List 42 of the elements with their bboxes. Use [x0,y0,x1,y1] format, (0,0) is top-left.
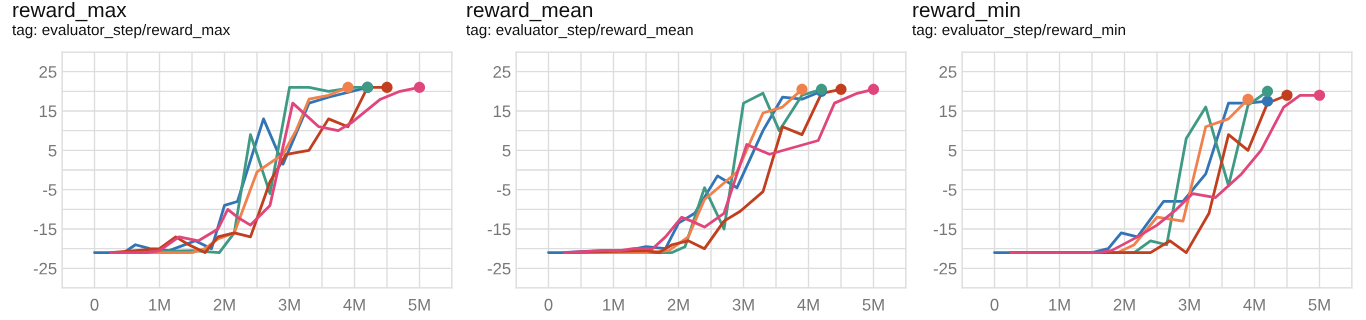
y-tick-label: -25 [487,262,511,275]
x-tick-label: 0 [990,298,999,311]
x-tick-label: 0 [544,298,553,311]
y-tick-label: -15 [33,223,57,236]
x-tick-label: 4M [343,299,365,311]
y-tick-label: -5 [943,184,957,196]
y-tick-label: 25 [39,66,57,78]
y-tick-label: 25 [939,66,957,78]
x-tick-label: 5M [408,299,430,311]
x-tick-label: 2M [1113,298,1135,311]
x-tick-label: 5M [1308,299,1330,311]
y-tick-label: -15 [933,223,957,236]
chart-title: reward_min [913,2,1020,22]
x-tick-label: 5M [862,299,884,311]
x-tick-label: 0 [90,298,99,311]
y-tick-label: 25 [493,66,511,78]
y-tick-label: -5 [497,184,511,196]
y-tick-label: -25 [933,262,957,275]
x-tick-label: 3M [278,298,300,311]
y-tick-label: 15 [939,105,957,118]
chart-title: reward_max [13,2,127,22]
x-tick-label: 1M [149,299,170,311]
chart-subtitle: tag: evaluator_step/reward_max [12,24,231,39]
x-tick-label: 4M [797,299,819,311]
y-tick-label: 5 [48,144,57,157]
x-tick-label: 1M [603,299,624,311]
y-tick-label: -25 [33,262,57,275]
chart-subtitle: tag: evaluator_step/reward_mean [466,24,693,39]
y-tick-label: -15 [487,223,511,236]
y-tick-label: -5 [43,184,57,196]
x-tick-label: 3M [1178,298,1200,311]
x-tick-label: 3M [732,298,754,311]
chart-title: reward_mean [467,2,593,22]
y-tick-label: 15 [493,105,511,118]
y-tick-label: 5 [948,144,957,157]
x-tick-label: 1M [1049,299,1070,311]
y-tick-label: 15 [39,105,57,118]
x-tick-label: 2M [667,298,689,311]
x-tick-label: 2M [213,298,235,311]
y-tick-label: 5 [502,144,511,157]
x-tick-label: 4M [1243,299,1265,311]
chart-subtitle: tag: evaluator_step/reward_min [912,24,1126,39]
